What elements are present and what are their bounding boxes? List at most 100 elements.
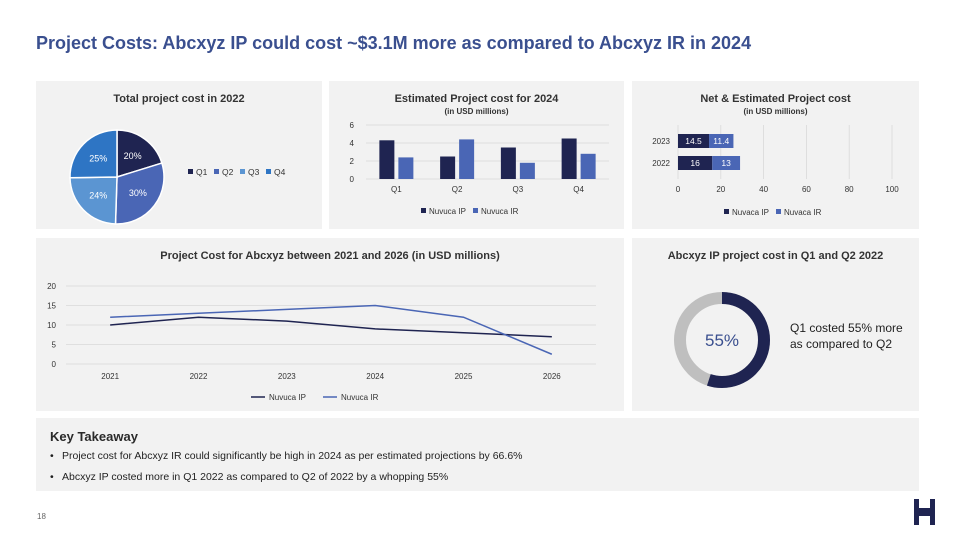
legend-swatch <box>724 209 729 214</box>
legend-label: Nuvuca IR <box>341 393 379 402</box>
key-takeaway-list: • Project cost for Abcxyz IR could signif… <box>50 450 523 492</box>
page-number: 18 <box>37 512 46 521</box>
x-tick-label: 2021 <box>101 372 119 381</box>
bar-data-label: 14.5 <box>685 136 702 146</box>
legend-swatch <box>473 208 478 213</box>
pie-data-label: 25% <box>89 154 107 164</box>
series-line <box>110 304 553 355</box>
key-takeaway-bullet: • Project cost for Abcxyz IR could signif… <box>50 450 523 462</box>
x-tick-label: 2026 <box>543 372 561 381</box>
bar <box>712 156 741 170</box>
hbar-chart-panel: Net & Estimated Project cost (in USD mil… <box>632 81 919 229</box>
legend-label: Nuvuca IP <box>269 393 306 402</box>
series-line <box>110 316 552 338</box>
key-takeaway-panel: Key Takeaway • Project cost for Abcxyz IR… <box>36 418 919 491</box>
x-tick-label: Q2 <box>452 185 463 194</box>
bar <box>709 134 734 148</box>
pie-slice <box>114 162 165 225</box>
bar <box>580 153 596 179</box>
legend-label: Q1 <box>196 167 208 177</box>
x-tick-label: 2023 <box>278 372 296 381</box>
pie-chart-title: Total project cost in 2022 <box>113 93 245 105</box>
legend-label: Nuvaca IR <box>784 208 822 217</box>
x-tick-label: 40 <box>759 185 768 194</box>
key-takeaway-text: Project cost for Abcxyz IR could signifi… <box>62 450 523 462</box>
key-takeaway-bullet: • Abcxyz IP costed more in Q1 2022 as com… <box>50 471 523 483</box>
legend-swatch <box>421 208 426 213</box>
bar <box>678 134 710 148</box>
x-tick-label: Q3 <box>513 185 524 194</box>
y-tick-label: 2023 <box>652 137 670 146</box>
bar <box>459 139 475 179</box>
legend-label: Nuvuca IP <box>429 207 466 216</box>
pie-chart-panel: Total project cost in 2022 20% 30% 24% 25% Q… <box>36 81 322 229</box>
y-tick-label: 10 <box>47 321 56 330</box>
bar-data-label: 16 <box>690 158 700 168</box>
pie-data-label: 20% <box>124 151 142 161</box>
x-tick-label: 20 <box>716 185 725 194</box>
x-tick-label: 2022 <box>190 372 208 381</box>
legend-label: Nuvaca IP <box>732 208 769 217</box>
bullet-icon: • <box>50 450 54 462</box>
legend-label: Q2 <box>222 167 234 177</box>
hbar-chart: 0 20 40 60 80 100 2023 14.5 11.4 2022 16 13 Nuvaca I… <box>652 125 899 217</box>
donut-value-arc <box>674 292 770 388</box>
bar <box>398 157 414 179</box>
bar <box>519 162 535 179</box>
x-tick-label: 60 <box>802 185 811 194</box>
legend-swatch <box>214 169 219 174</box>
y-tick-label: 0 <box>52 360 57 369</box>
y-tick-label: 6 <box>350 121 355 130</box>
hbar-chart-subtitle: (in USD millions) <box>743 107 808 116</box>
bar <box>678 156 713 170</box>
key-takeaway-title: Key Takeaway <box>50 429 138 444</box>
pie-slice <box>116 129 163 179</box>
bar <box>440 156 456 179</box>
brand-logo-icon <box>914 499 935 525</box>
y-tick-label: 0 <box>350 175 355 184</box>
bar <box>500 147 516 179</box>
x-tick-label: 100 <box>885 185 899 194</box>
page-title: Project Costs: Abcxyz IP could cost ~$3.… <box>36 33 752 53</box>
line-chart-panel: Project Cost for Abcxyz between 2021 and… <box>36 238 624 411</box>
line-chart: 0 5 10 15 20 2021 2022 2023 2024 2025 2026 Nuvuca I… <box>47 282 596 402</box>
y-tick-label: 2 <box>350 157 355 166</box>
x-tick-label: 2025 <box>455 372 473 381</box>
pie-slice <box>69 176 118 225</box>
donut-chart: 55% <box>674 292 770 388</box>
bar-data-label: 13 <box>721 158 731 168</box>
bar <box>379 140 395 179</box>
bar-chart: 0 2 4 6 Q1 Q2 Q3 Q4 Nuvuca IP Nuvuca IR <box>350 121 609 216</box>
donut-chart-title: Abcxyz IP project cost in Q1 and Q2 2022 <box>667 250 884 262</box>
hbar-chart-title: Net & Estimated Project cost <box>700 93 851 105</box>
bar <box>561 138 577 179</box>
donut-note: Q1 costed 55% more as compared to Q2 <box>790 321 903 351</box>
legend-swatch <box>266 169 271 174</box>
legend-label: Q4 <box>274 167 286 177</box>
bar-chart-title: Estimated Project cost for 2024 <box>394 93 559 105</box>
key-takeaway-text: Abcxyz IP costed more in Q1 2022 as comp… <box>62 471 449 483</box>
bar-data-label: 11.4 <box>713 136 729 146</box>
pie-slice <box>69 129 118 179</box>
y-tick-label: 2022 <box>652 159 670 168</box>
y-tick-label: 5 <box>52 341 57 350</box>
x-tick-label: 0 <box>676 185 681 194</box>
x-tick-label: Q4 <box>573 185 584 194</box>
x-tick-label: 2024 <box>366 372 384 381</box>
pie-data-label: 30% <box>129 188 147 198</box>
y-tick-label: 20 <box>47 282 56 291</box>
donut-center-label: 55% <box>705 331 739 350</box>
pie-data-label: 24% <box>89 190 107 200</box>
legend-swatch <box>776 209 781 214</box>
bullet-icon: • <box>50 471 54 483</box>
donut-chart-panel: Abcxyz IP project cost in Q1 and Q2 2022… <box>632 238 919 411</box>
legend-label: Q3 <box>248 167 260 177</box>
bar-chart-subtitle: (in USD millions) <box>444 107 509 116</box>
x-tick-label: Q1 <box>391 185 402 194</box>
bar-chart-panel: Estimated Project cost for 2024 (in USD … <box>329 81 624 229</box>
x-tick-label: 80 <box>845 185 854 194</box>
legend-label: Nuvuca IR <box>481 207 519 216</box>
y-tick-label: 15 <box>47 302 56 311</box>
y-tick-label: 4 <box>350 139 355 148</box>
line-chart-title: Project Cost for Abcxyz between 2021 and… <box>160 250 500 262</box>
